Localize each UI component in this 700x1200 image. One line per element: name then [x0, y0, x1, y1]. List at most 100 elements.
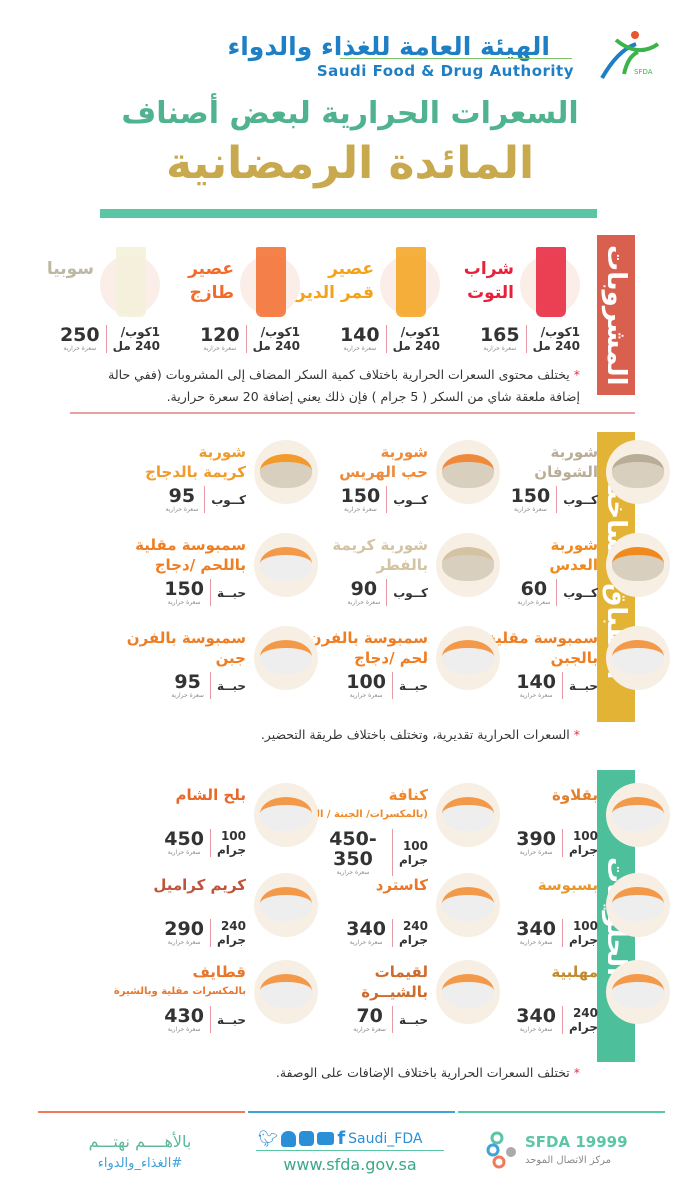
serving-unit-text: 240: [572, 1006, 598, 1020]
item-name: بقلاوة: [552, 785, 598, 805]
serving-unit-text: 100: [572, 919, 598, 933]
item-name-line: بلح الشام: [175, 786, 246, 804]
calorie-label: سعرة حرارية: [349, 692, 383, 699]
serving-unit-text: 100: [220, 829, 246, 843]
calorie-value: 340 سعرة حرارية: [516, 919, 562, 947]
calorie-number: 70: [356, 1005, 383, 1027]
serving-unit: 240 جرام: [391, 919, 428, 947]
serving-unit-text: 1كوب/: [400, 325, 440, 339]
calorie-number: 100: [346, 671, 386, 693]
food-item: كاسترد 240 جرام 340 سعرة حرارية: [320, 873, 500, 963]
dish-shape: [442, 640, 494, 674]
calorie-value: 390 سعرة حرارية: [516, 829, 562, 857]
calorie-row: 1كوب/240 مل 120 سعرة حرارية: [200, 325, 300, 353]
calorie-number: 150: [164, 578, 204, 600]
serving-unit-text: 240 مل: [392, 339, 440, 353]
food-item: بقلاوة 100 جرام 390 سعرة حرارية: [490, 783, 670, 873]
serving-unit-text: كــوب: [211, 492, 246, 507]
title-underline: [100, 209, 597, 218]
social-handle[interactable]: Saudi_FDA: [348, 1130, 423, 1147]
item-name-line: جبن: [215, 649, 246, 667]
item-name: سمبوسة بالفرن جبن: [127, 628, 246, 668]
food-item: شوربة كريمة بالدجاج كــوب 95 سعرة حرارية: [138, 440, 318, 530]
hotline-label: مركز الاتصال الموحد: [525, 1155, 611, 1166]
page-title-line2: المائدة الرمضانية: [165, 138, 535, 189]
twitter-icon[interactable]: 🐦︎: [258, 1129, 279, 1148]
youtube-icon[interactable]: [317, 1132, 335, 1145]
serving-unit-text: حبــة: [398, 678, 428, 693]
calorie-number: 430: [164, 1005, 204, 1027]
oat-soup-bowl-icon: [606, 440, 670, 504]
luqaimat-plate-icon: [436, 960, 500, 1024]
org-name-english: Saudi Food & Drug Authority: [316, 62, 574, 80]
serving-unit-text: 1كوب/: [120, 325, 160, 339]
serving-unit-text: 240 مل: [112, 339, 160, 353]
calorie-number: 140: [516, 671, 556, 693]
section-title-drinks: المشروبات: [597, 235, 635, 395]
item-name-line: سمبوسة مقلية: [135, 536, 246, 554]
calorie-label: سعرة حرارية: [519, 692, 553, 699]
serving-unit-text: حبــة: [216, 1012, 246, 1027]
item-name-line: سمبوسة بالفرن: [126, 629, 246, 647]
calorie-number: 140: [339, 324, 380, 346]
baked-samosa-plate-icon: [436, 626, 500, 690]
calorie-label: سعرة حرارية: [483, 345, 517, 352]
website-link[interactable]: www.sfda.gov.sa: [283, 1155, 417, 1174]
snapchat-icon[interactable]: [281, 1130, 297, 1147]
calorie-value: 450-350 سعرة حرارية: [320, 829, 392, 876]
hotline-number: SFDA 19999: [525, 1133, 628, 1151]
calorie-value: 60 سعرة حرارية: [517, 579, 556, 606]
calorie-label: سعرة حرارية: [167, 1026, 201, 1033]
food-item: سوبيا 1كوب/240 مل 250 سعرة حرارية: [12, 245, 160, 357]
food-item: شوربة العدس كــوب 60 سعرة حرارية: [490, 533, 670, 623]
food-item: شوربة حب الهريس كــوب 150 سعرة حرارية: [320, 440, 500, 530]
note-text: يختلف محتوى السعرات الحرارية باختلاف كمي…: [108, 367, 580, 404]
dish-shape: [260, 547, 312, 581]
dish-shape: [260, 640, 312, 674]
calorie-label: سعرة حرارية: [203, 345, 237, 352]
food-item: قطايف بالمكسرات مقلية وبالشيرة حبــة 430 سعر…: [114, 960, 318, 1050]
item-name: عصير قمر الدين: [291, 257, 374, 305]
custard-cup-icon: [436, 873, 500, 937]
calorie-number: 340: [516, 918, 556, 940]
hashtag: #الغذاء_والدواء: [97, 1156, 183, 1171]
food-item: سمبوسة مقلية بالجبن حبــة 140 سعرة حرارية: [487, 626, 670, 716]
page-title-line1: السعرات الحرارية لبعض أصناف: [121, 96, 579, 131]
item-name-line: بسبوسة: [537, 876, 598, 894]
lentil-soup-bowl-icon: [606, 533, 670, 597]
baklava-plate-icon: [606, 783, 670, 847]
food-item: لقيمات بالشيــرة حبــة 70 سعرة حرارية: [320, 960, 500, 1050]
serving-unit: حبــة: [391, 672, 428, 699]
item-name: كاسترد: [376, 875, 428, 895]
dish-shape: [442, 974, 494, 1008]
serving-unit-text: 240: [402, 919, 428, 933]
serving-unit: 100 جرام: [209, 829, 246, 857]
instagram-icon[interactable]: [299, 1131, 315, 1146]
item-name: بلح الشام: [176, 785, 246, 805]
calorie-label: سعرة حرارية: [349, 939, 383, 946]
section-note: * السعرات الحرارية تقديرية، وتختلف باختل…: [261, 724, 580, 746]
item-name: سوبيا: [47, 257, 94, 281]
dish-shape: [612, 974, 664, 1008]
calorie-number: 60: [520, 578, 548, 600]
serving-unit: 100 جرام: [391, 829, 428, 876]
item-name-line: شوربة: [198, 443, 246, 461]
item-name: كنافة (بالمكسرات/ الجبنة / القشطة): [278, 785, 428, 825]
serving-unit-text: 240 مل: [532, 339, 580, 353]
calorie-label: سعرة حرارية: [519, 939, 553, 946]
item-name-line: بالمكسرات مقلية وبالشيرة: [113, 986, 246, 997]
serving-unit: 1كوب/240 مل: [245, 325, 300, 353]
serving-unit: حبــة: [391, 1006, 428, 1033]
glass-shape: [116, 247, 146, 317]
facebook-icon[interactable]: f: [337, 1128, 346, 1149]
logo-divider: [340, 58, 572, 59]
glass-shape: [536, 247, 566, 317]
balah-alsham-plate-icon: [254, 783, 318, 847]
item-name: قطايف بالمكسرات مقلية وبالشيرة: [114, 962, 246, 1002]
footer-line-green: [458, 1111, 665, 1113]
serving-unit: 240 جرام: [209, 919, 246, 947]
calorie-number: 450-350: [329, 828, 377, 870]
item-name: مهلبية: [551, 962, 598, 982]
calorie-label: سعرة حرارية: [63, 345, 97, 352]
fresh-juice-glass-icon: [240, 247, 300, 317]
